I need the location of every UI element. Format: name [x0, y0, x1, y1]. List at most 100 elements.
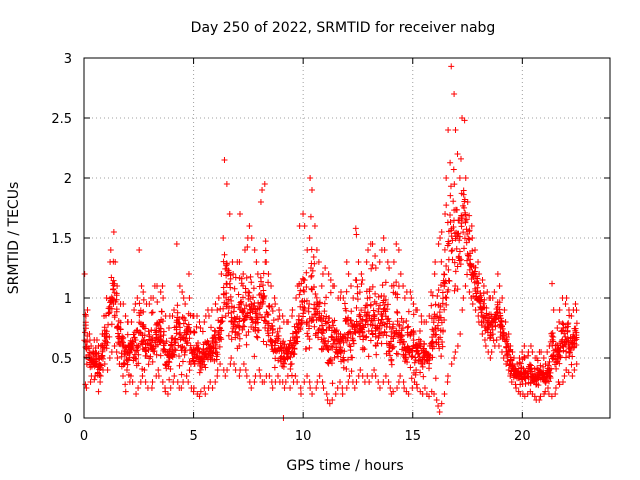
data-point [441, 246, 448, 253]
data-point [228, 309, 235, 316]
data-point [297, 385, 304, 391]
data-point [308, 187, 315, 193]
data-point [241, 305, 248, 312]
data-point [369, 331, 376, 338]
data-point [418, 313, 425, 319]
data-point [481, 296, 488, 303]
data-point [302, 345, 309, 352]
data-point [525, 352, 532, 359]
data-point [149, 358, 156, 365]
data-point [309, 391, 316, 397]
data-point [464, 271, 471, 278]
data-point [242, 367, 249, 373]
data-point [432, 259, 439, 265]
data-point [332, 391, 339, 397]
data-point [343, 259, 350, 265]
data-point [329, 380, 336, 387]
data-point [407, 289, 414, 295]
data-point [372, 290, 379, 297]
data-point [453, 245, 460, 252]
data-point [510, 355, 517, 361]
data-point [120, 373, 127, 379]
data-point [457, 331, 464, 337]
data-point [398, 332, 405, 339]
data-point [533, 355, 540, 361]
data-point [297, 326, 304, 333]
data-point [378, 316, 385, 323]
data-point [291, 351, 298, 358]
data-point [284, 373, 291, 379]
data-point [262, 247, 269, 254]
data-point [452, 268, 459, 275]
data-point [325, 338, 332, 345]
data-point [113, 308, 120, 315]
data-point [556, 381, 563, 388]
data-point [311, 323, 318, 330]
data-point [435, 241, 442, 247]
data-point [329, 397, 336, 403]
data-point [451, 91, 458, 97]
data-point [319, 379, 326, 385]
data-point [461, 117, 468, 124]
data-point [325, 319, 332, 326]
data-point [380, 379, 387, 385]
data-point [256, 367, 263, 373]
data-point [251, 379, 258, 385]
data-point [549, 280, 556, 287]
data-point [430, 343, 437, 350]
data-point [522, 380, 529, 387]
data-point [358, 271, 365, 277]
data-point [329, 344, 336, 351]
data-point [443, 295, 450, 302]
data-point [478, 309, 485, 316]
data-point [111, 343, 118, 349]
data-point [435, 341, 442, 348]
data-point [136, 300, 143, 307]
data-point [226, 211, 233, 217]
data-point [263, 259, 270, 265]
data-point [183, 373, 190, 379]
data-point [301, 379, 308, 385]
data-point [538, 349, 545, 355]
data-point [218, 336, 225, 343]
data-point [327, 289, 334, 296]
data-point [243, 274, 250, 281]
data-point [179, 289, 186, 295]
data-point [122, 388, 129, 395]
data-point [542, 379, 549, 386]
data-point [107, 247, 114, 253]
data-point [315, 259, 322, 265]
data-point [438, 314, 445, 321]
data-point [182, 317, 189, 324]
data-point [108, 274, 115, 281]
data-point [313, 385, 320, 391]
data-point [467, 261, 474, 268]
data-point [271, 295, 278, 301]
data-point [195, 340, 202, 347]
data-point [261, 379, 268, 385]
data-point [128, 319, 135, 325]
data-point [358, 307, 365, 314]
data-point [186, 335, 193, 342]
data-point [218, 271, 225, 277]
data-point [420, 345, 427, 352]
data-point [354, 296, 361, 303]
data-point [452, 283, 459, 290]
data-point [359, 277, 366, 283]
data-point [559, 379, 566, 385]
data-points [81, 63, 580, 421]
data-point [445, 266, 452, 273]
data-point [149, 344, 156, 351]
data-point [561, 373, 568, 379]
data-point [190, 385, 197, 391]
data-point [378, 322, 385, 329]
data-point [443, 202, 450, 209]
data-point [353, 304, 360, 311]
data-point [180, 295, 187, 301]
data-point [497, 315, 504, 322]
data-point [139, 341, 146, 348]
data-point [513, 385, 520, 391]
data-point [408, 375, 415, 382]
data-point [212, 379, 219, 385]
data-point [113, 292, 120, 299]
